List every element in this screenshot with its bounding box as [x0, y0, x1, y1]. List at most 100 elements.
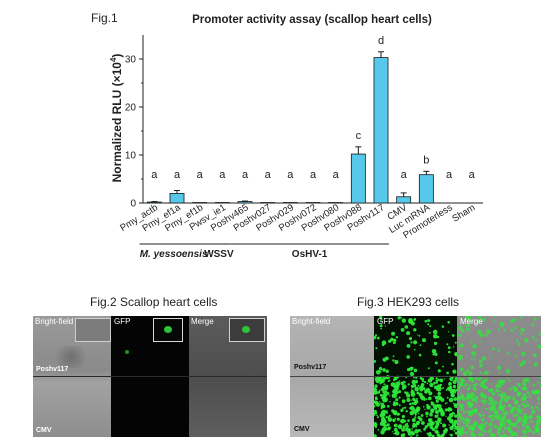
gfp-cell	[395, 398, 399, 402]
gfp-cell	[388, 379, 391, 382]
gfp-cell	[472, 343, 477, 349]
gfp-cell	[492, 347, 495, 351]
gfp-cell	[377, 390, 381, 394]
gfp-cell	[414, 386, 419, 392]
gfp-cell	[488, 415, 491, 418]
group-label: M. yessoensis	[140, 249, 208, 260]
gfp-cell	[482, 356, 487, 361]
gfp-cell	[373, 422, 378, 427]
gfp-cell	[517, 396, 519, 398]
gfp-cell	[523, 397, 527, 401]
gfp-cell	[509, 380, 511, 382]
gfp-cell	[375, 370, 381, 375]
gfp-cell	[506, 435, 510, 439]
gfp-cell	[395, 336, 399, 339]
gfp-cell	[423, 427, 426, 431]
gfp-cell	[426, 415, 428, 418]
y-tick-label: 20	[125, 103, 137, 114]
gfp-cell	[471, 319, 474, 323]
gfp-cell	[473, 357, 476, 360]
gfp-cell	[512, 422, 517, 427]
gfp-cell	[416, 391, 420, 395]
gfp-cell	[468, 400, 471, 403]
gfp-cell	[392, 418, 396, 422]
gfp-cell	[470, 358, 473, 360]
gfp-cell	[522, 428, 524, 431]
gfp-cell	[457, 380, 460, 383]
gfp-cell	[515, 355, 518, 357]
gfp-cell	[452, 346, 455, 348]
gfp-cell	[537, 381, 540, 384]
gfp-cell	[488, 406, 494, 412]
gfp-cell	[486, 329, 491, 334]
bar	[350, 153, 366, 204]
significance-label: a	[265, 169, 272, 181]
gfp-cell	[408, 318, 413, 323]
gfp-cell	[451, 334, 455, 337]
chart-x-labels: Pmy_actbPmy_ef1aPmy_ef1bPwsv_ie1Poshv465…	[118, 202, 477, 241]
gfp-cell	[520, 327, 525, 333]
gfp-cell	[451, 362, 454, 366]
gfp-cell	[468, 430, 471, 433]
gfp-cell	[375, 388, 378, 391]
gfp-cell	[439, 378, 444, 383]
gfp-cell	[409, 371, 415, 377]
gfp-cell	[471, 351, 476, 356]
gfp-cell	[480, 392, 484, 396]
gfp-cell	[517, 342, 521, 346]
gfp-cell	[398, 404, 401, 407]
gfp-cell	[374, 434, 377, 438]
gfp-cell	[456, 345, 459, 348]
gfp-cell	[378, 367, 383, 371]
gfp-cell	[437, 404, 442, 409]
gfp-cell	[531, 336, 535, 339]
gfp-cell	[458, 430, 463, 435]
gfp-cell	[528, 381, 531, 384]
gfp-cell	[502, 415, 506, 420]
gfp-cell	[529, 394, 531, 396]
gfp-cell	[444, 402, 447, 405]
gfp-cell	[481, 379, 486, 385]
gfp-cell	[410, 435, 413, 438]
gfp-cell	[381, 418, 387, 423]
chart-bars: a a a a a a a a a c d a b a a	[146, 35, 476, 204]
gfp-cell	[512, 414, 516, 418]
gfp-cell	[535, 338, 538, 341]
gfp-cell	[392, 390, 395, 394]
gfp-cell	[515, 413, 519, 417]
gfp-cell	[515, 319, 518, 321]
gfp-cell	[466, 369, 469, 373]
gfp-cell	[489, 382, 491, 385]
gfp-cell	[458, 382, 463, 387]
chart-title: Promoter activity assay (scallop heart c…	[192, 14, 432, 26]
gfp-cell	[420, 393, 423, 396]
gfp-cell	[480, 399, 484, 403]
gfp-cell	[458, 420, 461, 423]
gfp-cell	[392, 359, 395, 362]
gfp-cell	[398, 380, 401, 382]
gfp-cell	[462, 420, 465, 423]
fig3-title: Fig.3 HEK293 cells	[357, 295, 460, 309]
significance-label: a	[446, 169, 453, 181]
gfp-cell	[450, 416, 452, 418]
gfp-cell	[409, 410, 415, 416]
gfp-cell	[429, 325, 432, 328]
gfp-cell	[524, 338, 528, 342]
gfp-cell	[502, 412, 505, 415]
gfp-cell	[393, 432, 396, 435]
gfp-cell	[516, 434, 519, 437]
gfp-cell	[427, 396, 432, 401]
gfp-cell	[449, 408, 453, 412]
gfp-cell	[406, 344, 411, 348]
gfp-cell	[480, 423, 485, 428]
gfp-cell	[406, 422, 409, 426]
gfp-cell	[384, 386, 389, 390]
gfp-cell	[516, 391, 522, 397]
gfp-cell	[434, 361, 438, 365]
gfp-cell	[488, 356, 491, 358]
gfp-cell	[381, 343, 385, 346]
gfp-cell	[383, 383, 386, 385]
gfp-cell	[392, 341, 396, 345]
gfp-cell	[466, 327, 470, 332]
gfp-cell	[457, 413, 462, 418]
